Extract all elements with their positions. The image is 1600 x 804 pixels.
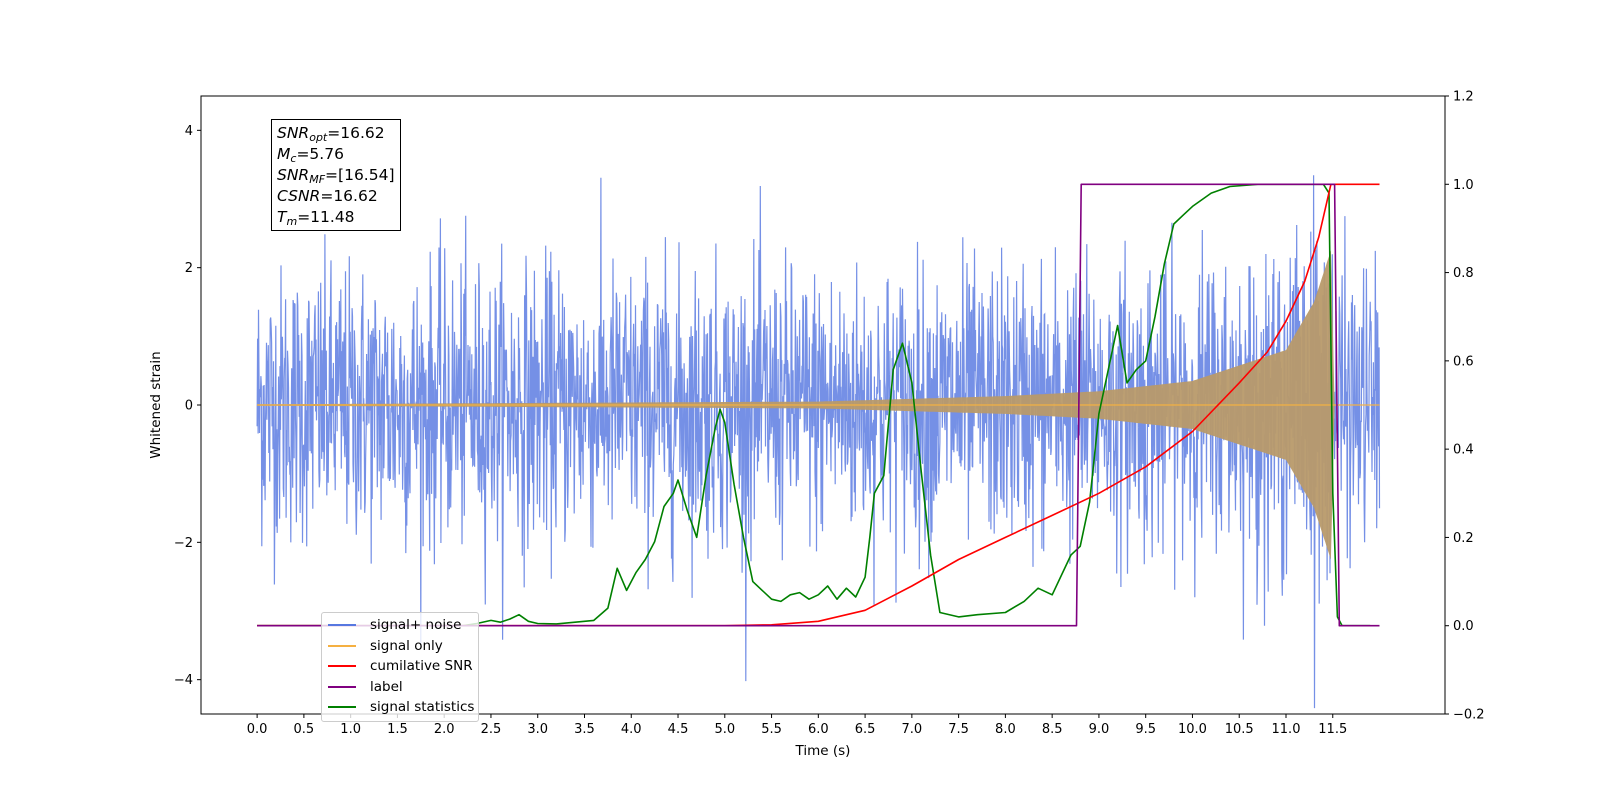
legend-swatch xyxy=(328,624,356,627)
y-right-tick-label: 0.8 xyxy=(1453,266,1474,281)
x-tick-label: 6.0 xyxy=(808,722,829,737)
annotation-line-snr-mf: SNRMF=[16.54] xyxy=(277,165,395,186)
y-axis-label: Whitened strain xyxy=(148,351,164,458)
series-signal-statistics-line xyxy=(257,183,1371,627)
y-right-tick-label: 1.0 xyxy=(1453,178,1474,193)
annotation-subscript: m xyxy=(286,215,298,228)
x-tick-label: 6.5 xyxy=(855,722,876,737)
annotation-line-snr-opt: SNRopt=16.62 xyxy=(277,123,395,144)
annotation-subscript: opt xyxy=(309,131,328,144)
snr-annotation-box: SNRopt=16.62 Mc=5.76 SNRMF=[16.54] CSNR=… xyxy=(271,119,401,231)
x-tick-label: 8.0 xyxy=(995,722,1016,737)
legend-label: signal statistics xyxy=(370,699,475,716)
annotation-value: =16.62 xyxy=(320,187,378,205)
annotation-line-tm: Tm=11.48 xyxy=(277,207,395,228)
x-tick-label: 9.5 xyxy=(1135,722,1156,737)
annotation-line-mc: Mc=5.76 xyxy=(277,144,395,165)
y-left-tick-label: 4 xyxy=(185,124,193,139)
x-tick-label: 9.0 xyxy=(1089,722,1110,737)
y-axis-left: −4 −2 0 2 4 xyxy=(174,124,201,688)
x-tick-label: 3.5 xyxy=(574,722,595,737)
x-tick-label: 10.0 xyxy=(1178,722,1207,737)
annotation-symbol: CSNR xyxy=(277,187,321,205)
legend-swatch xyxy=(328,706,356,709)
x-tick-label: 0.5 xyxy=(294,722,315,737)
y-left-tick-label: −2 xyxy=(174,536,193,551)
right-axis-series xyxy=(257,183,1380,627)
annotation-value: =5.76 xyxy=(296,145,344,163)
y-axis-right: −0.2 0.0 0.2 0.4 0.6 0.8 1.0 1.2 xyxy=(1445,90,1485,723)
legend-label: cumilative SNR xyxy=(370,658,473,675)
annotation-subscript: c xyxy=(290,152,297,165)
annotation-value: =[16.54] xyxy=(325,166,395,184)
x-tick-label: 4.0 xyxy=(621,722,642,737)
x-tick-label: 10.5 xyxy=(1225,722,1254,737)
x-tick-label: 7.5 xyxy=(948,722,969,737)
legend-label: label xyxy=(370,678,403,695)
y-right-tick-label: 0.2 xyxy=(1453,531,1474,546)
x-tick-label: 1.5 xyxy=(387,722,408,737)
annotation-value: =11.48 xyxy=(297,208,355,226)
legend-swatch xyxy=(328,644,356,647)
annotation-line-csnr: CSNR=16.62 xyxy=(277,186,395,207)
series-signal-plus-noise xyxy=(256,175,1381,709)
x-tick-label: 11.5 xyxy=(1318,722,1347,737)
y-left-tick-label: 2 xyxy=(185,261,193,276)
legend-swatch xyxy=(328,665,356,668)
annotation-subscript: MF xyxy=(309,173,326,186)
x-tick-label: 5.0 xyxy=(714,722,735,737)
legend-entry-signal-statistics: signal statistics xyxy=(322,697,478,718)
y-left-tick-label: −4 xyxy=(174,673,193,688)
legend-swatch xyxy=(328,685,356,688)
y-right-tick-label: 0.6 xyxy=(1453,354,1474,369)
x-tick-label: 5.5 xyxy=(761,722,782,737)
x-tick-label: 4.5 xyxy=(668,722,689,737)
y-right-tick-label: 1.2 xyxy=(1453,90,1474,105)
y-right-tick-label: 0.0 xyxy=(1453,619,1474,634)
x-tick-label: 11.0 xyxy=(1272,722,1301,737)
legend-entry-signal-plus-noise: signal+ noise xyxy=(322,615,478,636)
x-tick-label: 8.5 xyxy=(1042,722,1063,737)
x-axis: 0.0 0.5 1.0 1.5 2.0 2.5 3.0 3.5 4.0 4.5 5.0 5.5 6.0 6… xyxy=(247,714,1347,737)
x-tick-label: 0.0 xyxy=(247,722,268,737)
annotation-symbol: T xyxy=(277,208,287,226)
legend-entry-cumulative-snr: cumilative SNR xyxy=(322,656,478,677)
legend-label: signal only xyxy=(370,637,443,654)
y-right-tick-label: −0.2 xyxy=(1453,708,1485,723)
legend: signal+ noise signal only cumilative SNR… xyxy=(321,612,479,722)
signal-plus-noise-line xyxy=(256,175,1381,709)
x-axis-label: Time (s) xyxy=(795,743,851,759)
x-tick-label: 1.0 xyxy=(340,722,361,737)
annotation-symbol: SNR xyxy=(277,166,310,184)
series-label-line xyxy=(257,183,1380,627)
legend-entry-signal-only: signal only xyxy=(322,636,478,657)
y-left-tick-label: 0 xyxy=(185,399,193,414)
legend-entry-label: label xyxy=(322,677,478,698)
series-cumilative-snr-line xyxy=(257,183,1380,627)
annotation-value: =16.62 xyxy=(327,124,385,142)
x-tick-label: 7.0 xyxy=(902,722,923,737)
legend-label: signal+ noise xyxy=(370,617,462,634)
x-tick-label: 3.0 xyxy=(527,722,548,737)
annotation-symbol: M xyxy=(277,145,291,163)
y-right-tick-label: 0.4 xyxy=(1453,443,1474,458)
annotation-symbol: SNR xyxy=(277,124,310,142)
series-signal-only xyxy=(257,250,1380,560)
x-tick-label: 2.5 xyxy=(481,722,502,737)
x-tick-label: 2.0 xyxy=(434,722,455,737)
